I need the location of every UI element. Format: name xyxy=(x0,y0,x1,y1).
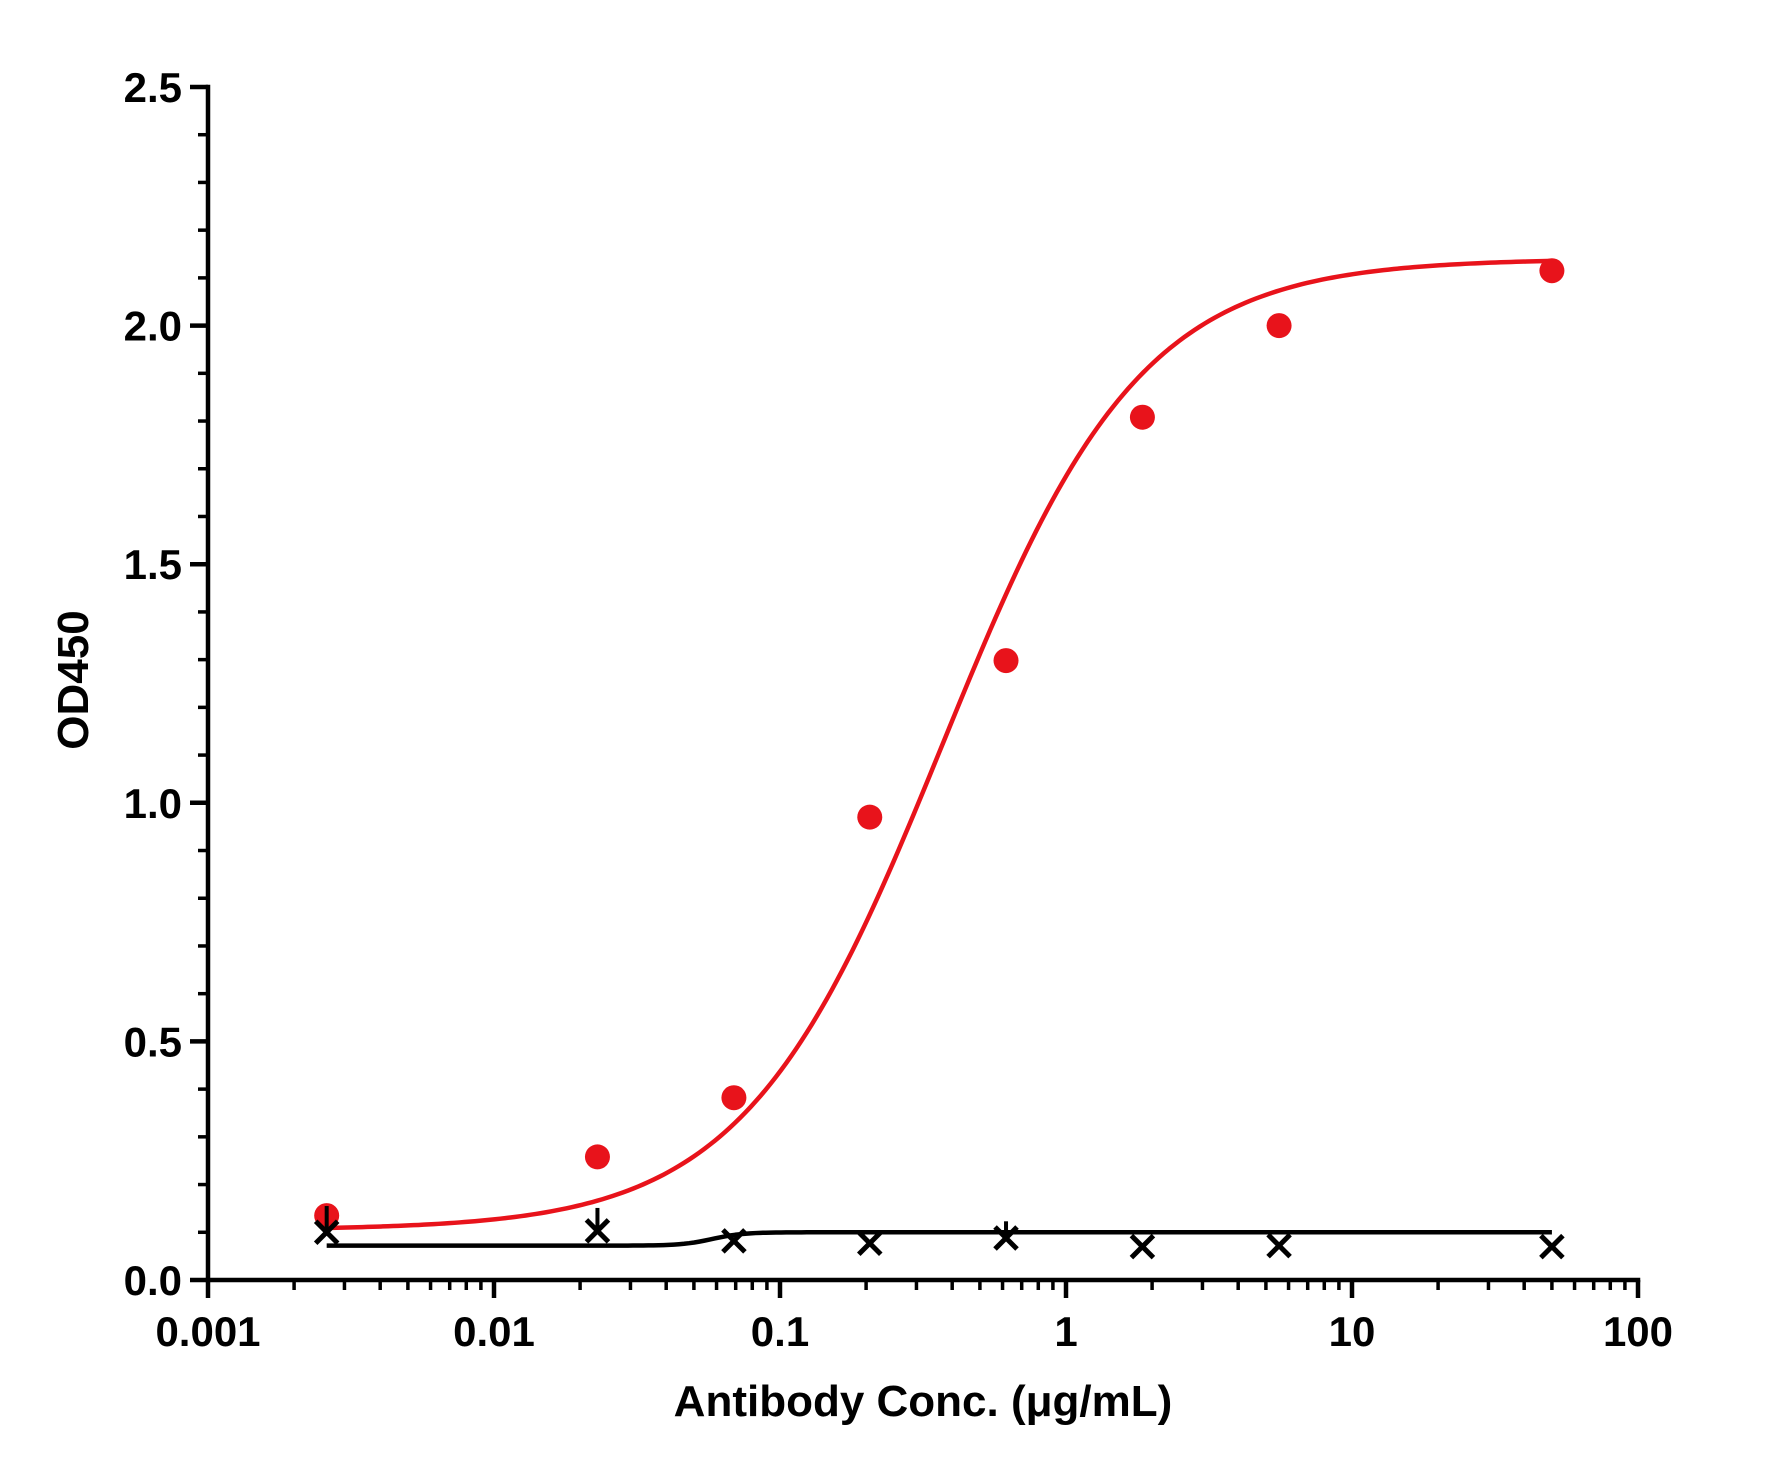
data-point-series-1 xyxy=(584,1144,610,1170)
x-tick-label: 10 xyxy=(1329,1308,1376,1355)
fit-curves xyxy=(326,258,1552,1248)
data-point-series-2 xyxy=(313,1219,340,1246)
x-marker-stroke xyxy=(313,1219,340,1246)
tick-labels: 0.0 0.5 1.0 1.5 2.0 2.5 0.001 0.01 0.1 1 10 100 xyxy=(124,64,1673,1355)
x-tick-label: 100 xyxy=(1603,1308,1673,1355)
x-marker-stroke xyxy=(584,1218,611,1244)
data-point-series-1 xyxy=(993,648,1019,674)
data-point-series-2 xyxy=(1129,1233,1156,1260)
x-marker-stroke xyxy=(856,1230,883,1257)
y-tick-label: 1.5 xyxy=(124,541,182,588)
data-point-series-2 xyxy=(993,1225,1019,1251)
x-marker-stroke xyxy=(1539,1233,1565,1260)
x-axis-title: Antibody Conc. (μg/mL) xyxy=(674,1377,1173,1426)
data-point-series-1 xyxy=(857,804,883,830)
data-point-series-2 xyxy=(721,1228,747,1254)
data-point-series-1 xyxy=(721,1085,747,1111)
data-point-series-2 xyxy=(856,1230,883,1257)
data-point-series-1 xyxy=(1539,258,1565,284)
x-tick-label: 0.001 xyxy=(155,1308,260,1355)
data-point-series-2 xyxy=(584,1218,611,1244)
data-point-series-1 xyxy=(1129,404,1155,430)
y-tick-label: 2.0 xyxy=(124,303,182,350)
axes xyxy=(190,84,1641,1298)
x-tick-label: 0.01 xyxy=(453,1308,535,1355)
x-marker-stroke xyxy=(1129,1233,1156,1260)
x-marker-stroke xyxy=(1266,1232,1292,1259)
data-point-series-2 xyxy=(1266,1232,1292,1259)
fit-curve-series-2 xyxy=(326,1230,1552,1248)
y-tick-label: 1.0 xyxy=(124,780,182,827)
data-point-series-1 xyxy=(1266,313,1292,339)
y-tick-label: 0.5 xyxy=(124,1018,182,1065)
y-tick-label: 2.5 xyxy=(124,64,182,111)
x-marker-stroke xyxy=(721,1228,747,1254)
data-point-series-2 xyxy=(1539,1233,1565,1260)
y-axis-title: OD450 xyxy=(49,610,98,749)
x-tick-label: 0.1 xyxy=(751,1308,809,1355)
x-marker-stroke xyxy=(993,1225,1019,1251)
x-tick-label: 1 xyxy=(1054,1308,1077,1355)
fit-curve-series-1 xyxy=(326,258,1552,1231)
y-tick-label: 0.0 xyxy=(124,1257,182,1304)
data-points xyxy=(313,258,1565,1260)
